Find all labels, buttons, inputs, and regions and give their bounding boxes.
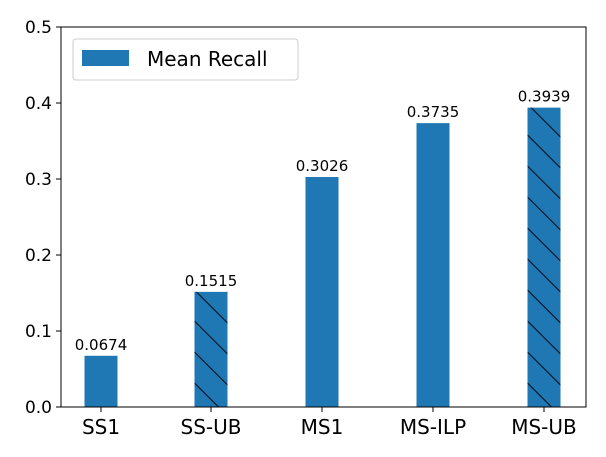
bar-value-label: 0.3939	[518, 88, 571, 106]
bar-value-label: 0.3026	[296, 157, 349, 175]
bar-ms-ilp	[416, 123, 450, 407]
bar-ms1	[305, 177, 339, 407]
x-tick-label: MS-ILP	[400, 415, 466, 439]
bars-group: 0.0674 0.1515 0.3026 0.3735 0.3939	[75, 88, 571, 408]
plot-frame	[60, 26, 587, 408]
y-tick-label: 0.2	[25, 246, 52, 266]
legend-label: Mean Recall	[147, 47, 268, 71]
legend: Mean Recall	[72, 38, 299, 81]
hatch-pattern	[527, 107, 561, 408]
y-tick-label: 0.4	[25, 94, 52, 114]
legend-box	[72, 38, 299, 81]
bar-value-label: 0.3735	[407, 103, 460, 121]
bar-ms-ub	[527, 107, 561, 408]
legend-swatch	[82, 50, 129, 66]
y-tick-label: 0.0	[25, 398, 52, 418]
axes: SS1 SS-UB MS1 MS-ILP MS-UB 0.0 0.1 0.2 0.3 0.4 0.5	[25, 18, 587, 439]
y-tick-label: 0.1	[25, 322, 52, 342]
y-tick-label: 0.5	[25, 18, 52, 38]
x-tick-label: SS1	[82, 415, 120, 439]
x-tick-label: SS-UB	[181, 415, 242, 439]
x-tick-label: MS-UB	[511, 415, 577, 439]
y-tick-label: 0.3	[25, 170, 52, 190]
bar-value-label: 0.0674	[75, 336, 128, 354]
bar-value-label: 0.1515	[185, 272, 238, 290]
x-tick-label: MS1	[301, 415, 344, 439]
hatch-pattern	[194, 291, 228, 407]
bar-ss1	[84, 355, 118, 407]
